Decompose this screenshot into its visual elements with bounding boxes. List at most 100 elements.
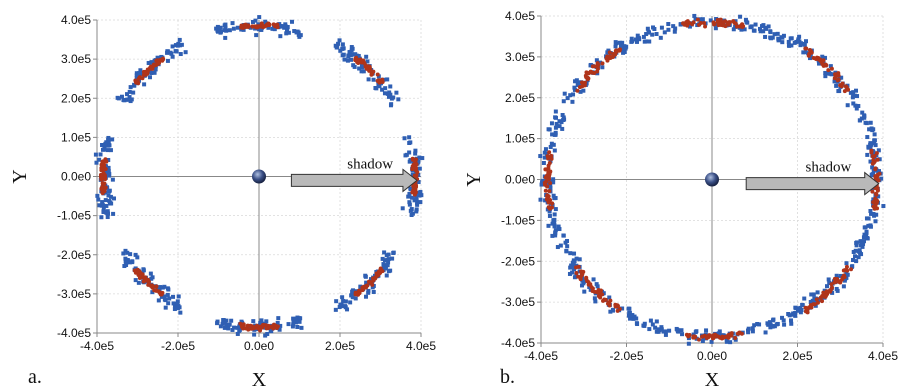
data-point — [546, 194, 551, 199]
data-point — [757, 322, 762, 327]
data-point — [159, 294, 164, 299]
data-point — [377, 84, 382, 89]
data-point — [106, 165, 111, 170]
data-point — [276, 316, 281, 321]
data-point — [98, 152, 103, 157]
y-tick-label: 4.0e5 — [61, 13, 91, 27]
data-point — [712, 21, 717, 26]
data-point — [552, 224, 557, 229]
data-point — [543, 147, 548, 152]
data-point — [869, 211, 874, 216]
data-point — [767, 320, 772, 325]
data-point — [814, 297, 819, 302]
data-point — [125, 97, 130, 102]
data-point — [290, 19, 295, 24]
data-point — [588, 287, 593, 292]
data-point — [106, 139, 111, 144]
data-point — [859, 241, 864, 246]
data-point — [623, 46, 628, 51]
data-point — [278, 34, 283, 39]
data-point — [391, 250, 396, 255]
data-point — [552, 148, 557, 153]
data-point — [378, 79, 383, 84]
data-point — [97, 157, 102, 162]
data-point — [408, 140, 413, 145]
data-point — [165, 292, 170, 297]
data-point — [577, 257, 582, 262]
data-point — [106, 211, 111, 216]
data-point — [100, 200, 105, 205]
data-point — [865, 135, 870, 140]
data-point — [802, 296, 807, 301]
data-point — [694, 336, 699, 341]
data-point — [799, 308, 804, 313]
data-point — [541, 160, 546, 165]
data-point — [570, 261, 575, 266]
data-point — [355, 60, 360, 65]
data-point — [789, 321, 794, 326]
data-point — [230, 21, 235, 26]
data-point — [848, 90, 853, 95]
data-point — [235, 331, 240, 336]
data-point — [743, 17, 748, 22]
data-point — [854, 243, 859, 248]
data-point — [555, 245, 560, 250]
data-point — [176, 294, 181, 299]
data-point — [789, 43, 794, 48]
data-point — [786, 39, 791, 44]
y-tick-label: 0.0e0 — [505, 173, 535, 187]
data-point — [581, 88, 586, 93]
data-point — [257, 27, 262, 32]
data-point — [134, 73, 139, 78]
data-point — [835, 288, 840, 293]
data-point — [723, 24, 728, 29]
x-tick-label: 0.0e0 — [244, 339, 274, 353]
data-point — [600, 65, 605, 70]
data-point — [832, 280, 837, 285]
data-point — [568, 265, 573, 270]
y-tick-label: -1.0e5 — [57, 209, 91, 223]
data-point — [380, 256, 385, 261]
data-point — [403, 153, 408, 158]
data-point — [674, 326, 679, 331]
data-point — [758, 26, 763, 31]
data-point — [869, 126, 874, 131]
data-point — [388, 92, 393, 97]
data-point — [251, 319, 256, 324]
data-point — [575, 88, 580, 93]
data-point — [726, 20, 731, 25]
data-point — [872, 132, 877, 137]
data-point — [800, 303, 805, 308]
data-point — [635, 33, 640, 38]
data-point — [340, 42, 345, 47]
data-point — [284, 28, 289, 33]
data-point — [101, 171, 106, 176]
data-point — [547, 160, 552, 165]
data-point — [586, 71, 591, 76]
y-tick-label: 1.0e5 — [61, 130, 91, 144]
data-point — [159, 292, 164, 297]
data-point — [642, 321, 647, 326]
data-point — [99, 177, 104, 182]
data-point — [294, 316, 299, 321]
x-tick-label: 2.0e5 — [782, 349, 812, 363]
data-point — [237, 324, 242, 329]
data-point — [411, 162, 416, 167]
data-point — [634, 39, 639, 44]
data-point — [868, 120, 873, 125]
data-point — [400, 206, 405, 211]
data-point — [221, 318, 226, 323]
data-point — [106, 169, 111, 174]
data-point — [283, 24, 288, 29]
data-point — [776, 36, 781, 41]
data-point — [574, 271, 579, 276]
data-point — [617, 40, 622, 45]
data-point — [154, 288, 159, 293]
data-point — [122, 264, 127, 269]
data-point — [383, 86, 388, 91]
data-point — [109, 201, 114, 206]
data-point — [716, 21, 721, 26]
data-point — [666, 22, 671, 27]
data-point — [646, 29, 651, 34]
data-point — [156, 61, 161, 66]
